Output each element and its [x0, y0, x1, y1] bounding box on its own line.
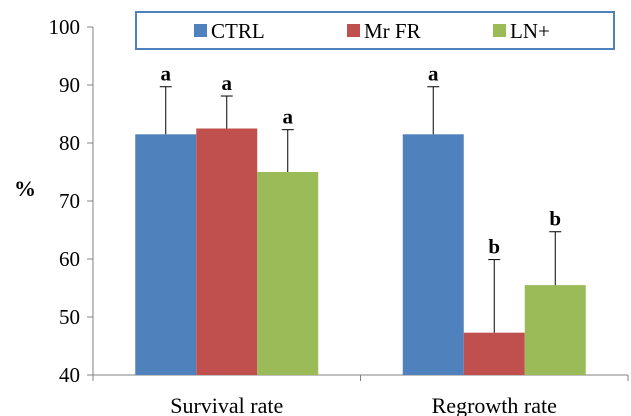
bars: a a a a b b [135, 62, 586, 375]
y-tick-label: 50 [59, 305, 80, 329]
y-tick-label: 90 [59, 73, 80, 97]
legend-swatch [493, 24, 506, 37]
y-axis: 40 50 60 70 80 90 100 [49, 15, 94, 387]
bar [402, 134, 464, 375]
significance-label: a [428, 62, 439, 86]
y-tick-label: 40 [59, 363, 80, 387]
legend: CTRL Mr FR LN+ [135, 11, 615, 50]
y-tick-label: 100 [49, 15, 81, 39]
significance-label: b [488, 235, 500, 259]
x-axis: Survival rate Regrowth rate [92, 374, 629, 416]
bar [135, 134, 197, 375]
y-tick-label: 60 [59, 247, 80, 271]
legend-label: LN+ [510, 19, 550, 43]
x-category-label: Survival rate [170, 393, 283, 416]
x-category-label: Regrowth rate [432, 393, 557, 416]
legend-label: CTRL [211, 19, 265, 43]
y-tick-label: 70 [59, 189, 80, 213]
y-axis-label: % [14, 176, 36, 201]
legend-box [135, 11, 615, 50]
legend-swatch [194, 24, 207, 37]
significance-label: a [161, 62, 172, 86]
y-tick-label: 80 [59, 131, 80, 155]
significance-label: a [283, 105, 294, 129]
bar [524, 285, 586, 375]
legend-label: Mr FR [364, 19, 421, 43]
significance-label: b [549, 207, 561, 231]
bar [196, 128, 258, 375]
bar [257, 172, 319, 375]
bar [463, 332, 525, 375]
legend-swatch [347, 24, 360, 37]
significance-label: a [222, 71, 233, 95]
